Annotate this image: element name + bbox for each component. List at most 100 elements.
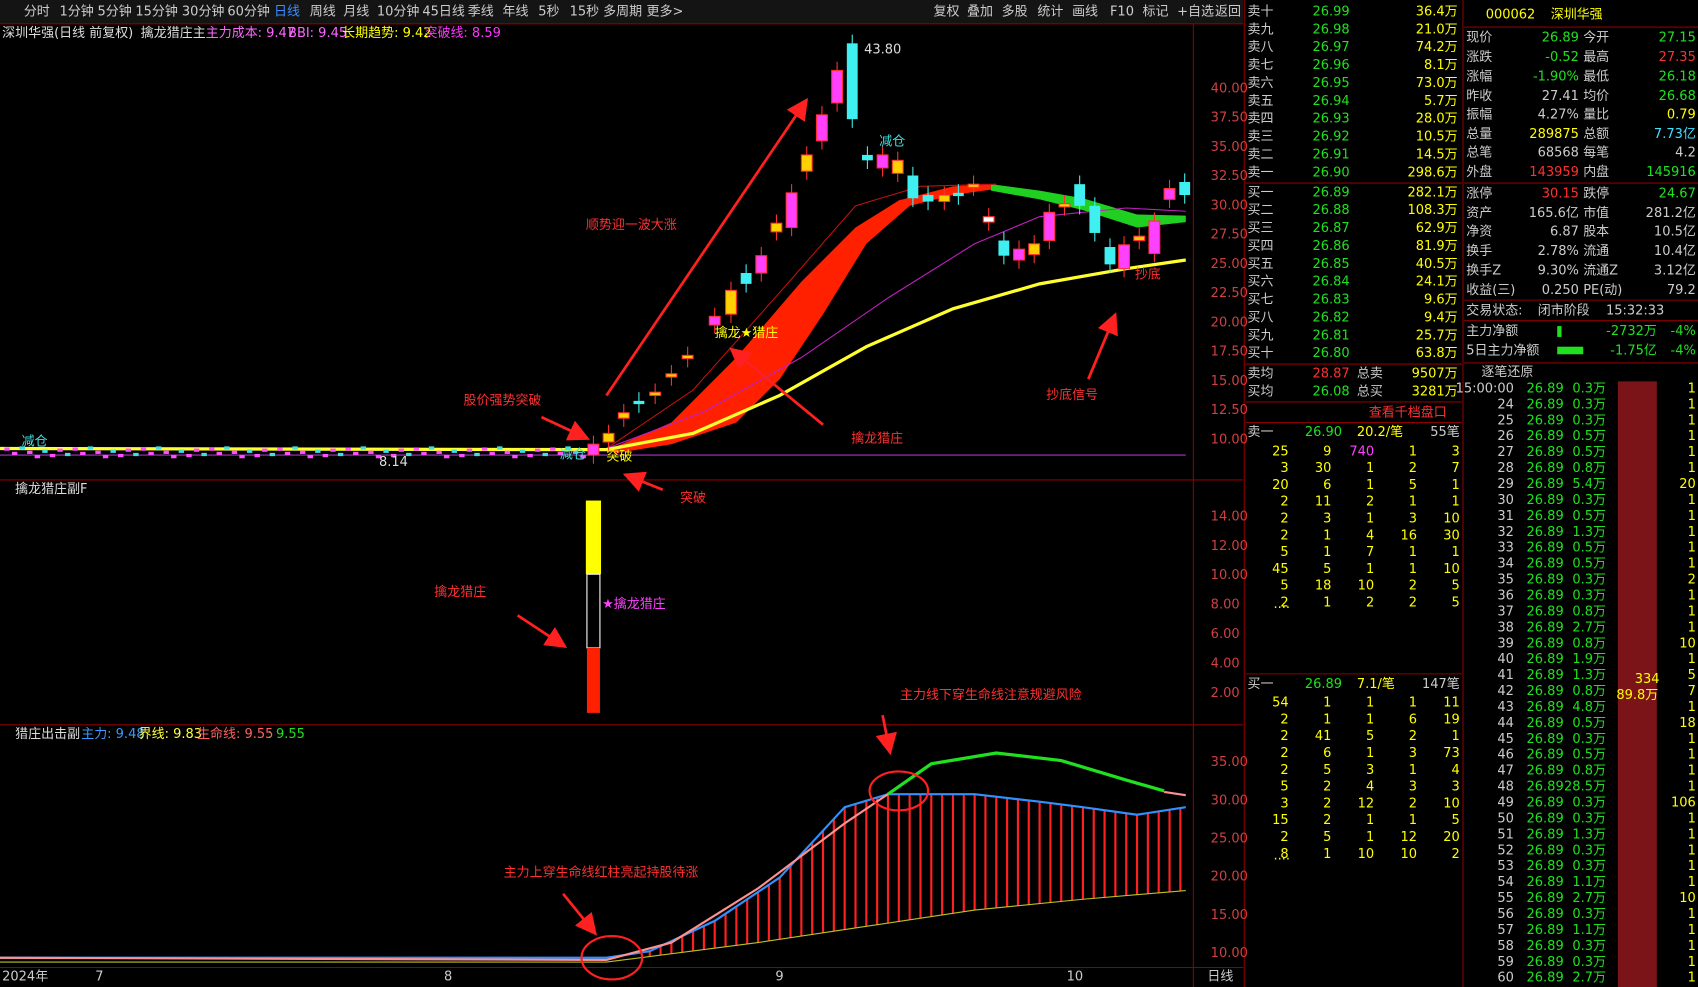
label: 闭市阶段 [1538,302,1590,318]
period-tab[interactable]: 年线 [502,4,528,19]
tick-volume: 0.8万 [1572,684,1606,699]
level-volume: 21.0万 [1416,22,1458,37]
quote-value: 145916 [1646,165,1696,180]
candle [665,373,678,378]
queue-cell: 1 [1323,696,1331,711]
tick-price: 26.89 [1527,796,1564,811]
period-tab[interactable]: 30分钟 [182,3,224,19]
tool-button[interactable]: 统计 [1037,4,1063,19]
annotation: 擒龙猎庄 [851,430,903,446]
queue-cell: 7 [1366,545,1374,560]
period-tab[interactable]: 60分钟 [227,3,269,19]
candle [436,450,442,454]
flow-value: -2732万 [1606,324,1657,339]
total-volume: 3281万 [1412,385,1458,400]
quote-value: 4.2 [1675,145,1696,160]
queue-cell: 5 [1409,478,1417,493]
period-tab[interactable]: 5分钟 [97,3,131,19]
candle [1028,243,1041,256]
legend-item: 突破线: 8.59 [425,25,501,41]
candle [125,448,132,452]
tick-volume: 0.5万 [1572,748,1606,763]
level-volume: 10.5万 [1416,130,1458,145]
life-line [0,793,889,961]
candle [163,450,169,454]
tick-volume: 0.3万 [1572,573,1606,588]
candle [102,455,109,459]
tick-count: 1 [1688,843,1696,858]
tick-price: 26.89 [1527,413,1564,428]
period-tab[interactable]: 多周期 [603,4,642,19]
period-tab[interactable]: 5秒 [538,4,559,19]
candle [770,222,783,233]
level-price: 26.88 [1312,203,1349,218]
candle [876,154,889,169]
quote-value: 10.5亿 [1654,224,1696,239]
tick-price: 26.89 [1527,764,1564,779]
period-tab[interactable]: 分时 [24,4,50,19]
period-tab[interactable]: 周线 [310,4,336,19]
candle [952,192,964,197]
candle [708,315,721,326]
level-volume: 74.2万 [1416,40,1458,55]
legend-item: 生命线: 9.55 [197,726,273,742]
candle [815,114,828,142]
axis-label: 35.00 [1211,755,1248,770]
label: 卖均 [1248,366,1274,381]
label: 卖一 [1248,425,1274,440]
tick-count: 1 [1688,700,1696,715]
period-tab[interactable]: 45日线 [422,4,464,19]
period-tab[interactable]: 1分钟 [60,3,94,19]
period-tab[interactable]: 15秒 [570,4,600,19]
queue-cell: 2 [1280,830,1288,845]
tool-button[interactable]: 返回 [1215,4,1241,19]
tool-button[interactable]: 叠加 [967,4,993,19]
tool-button[interactable]: +自选 [1177,4,1214,19]
queue-cell: 3 [1409,511,1417,526]
queue-cell: 2 [1366,495,1374,510]
period-tab[interactable]: 更多> [646,4,683,19]
axis-label: 35.00 [1211,140,1248,155]
tool-button[interactable]: 画线 [1072,4,1098,19]
queue-cell: 1 [1409,444,1417,459]
quote-label: 股本 [1583,224,1609,239]
tick-time: 29 [1497,477,1514,492]
tick-price: 26.89 [1527,620,1564,635]
level-label: 买三 [1248,221,1274,236]
level-volume: 14.5万 [1416,147,1458,162]
tool-button[interactable]: 复权 [933,3,959,19]
level-price: 26.84 [1312,275,1349,290]
queue-cell: 5 [1451,813,1459,828]
level-volume: 73.0万 [1416,76,1458,91]
candle [587,443,600,456]
queue-cell: 2 [1280,595,1288,610]
label: 26.90 [1305,425,1342,440]
axis-label: 10.00 [1211,946,1248,961]
depth-link[interactable]: 查看千档盘口 [1369,404,1447,420]
period-tab[interactable]: 季线 [468,4,494,19]
period-tab[interactable]: 15分钟 [135,3,177,19]
quote-value: 30.15 [1542,186,1579,201]
tick-count: 1 [1688,907,1696,922]
period-tab[interactable]: 月线 [343,4,369,19]
level-label: 买六 [1248,275,1274,290]
tick-count: 1 [1688,811,1696,826]
tick-time: 59 [1497,955,1514,970]
candle [337,452,344,457]
queue-cell: 73 [1443,746,1460,761]
candle [254,453,260,458]
level-label: 卖一 [1248,165,1274,180]
tool-button[interactable]: F10 [1110,4,1134,19]
period-tab[interactable]: 10分钟 [377,3,419,19]
candle [360,446,367,450]
quote-label: 流通Z [1583,263,1618,278]
tick-count: 1 [1688,859,1696,874]
panel-title: 深圳华强(日线 前复权) [2,25,133,41]
level-price: 26.89 [1312,185,1349,200]
axis-label: 4.00 [1211,657,1240,672]
tool-button[interactable]: 多股 [1002,4,1028,19]
tool-button[interactable]: 标记 [1142,4,1168,19]
period-tab[interactable]: 日线 [274,4,300,19]
panel-title: 猎庄出击副 [15,726,80,742]
tick-count: 1 [1688,413,1696,428]
